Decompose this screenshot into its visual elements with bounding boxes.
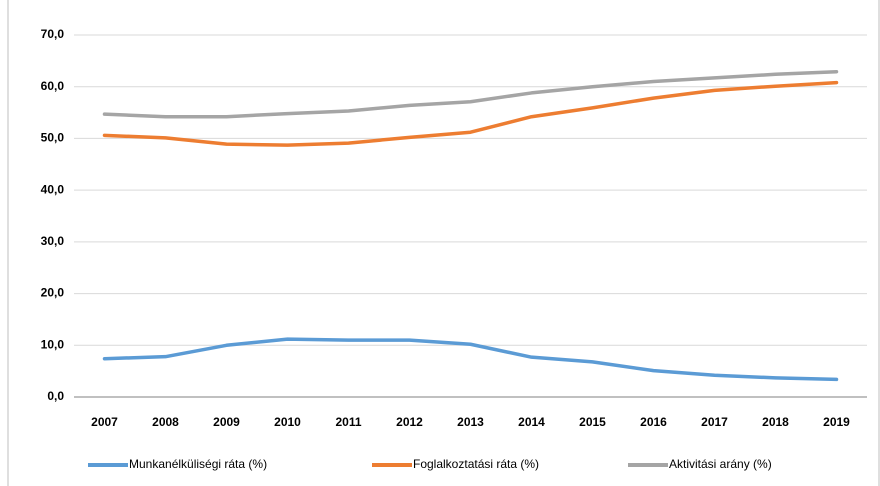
- x-tick-label: 2009: [213, 415, 240, 429]
- x-tick-label: 2012: [396, 415, 423, 429]
- x-tick-label: 2016: [640, 415, 667, 429]
- x-tick-label: 2018: [762, 415, 789, 429]
- y-tick-label: 30,0: [41, 234, 65, 248]
- legend-label: Aktivitási arány (%): [669, 457, 772, 471]
- x-tick-label: 2011: [335, 415, 361, 429]
- x-tick-label: 2014: [518, 415, 545, 429]
- legend-label: Foglalkoztatási ráta (%): [413, 457, 539, 471]
- y-tick-label: 10,0: [41, 337, 65, 351]
- x-tick-label: 2008: [152, 415, 179, 429]
- y-tick-label: 20,0: [41, 286, 65, 300]
- x-tick-label: 2010: [274, 415, 301, 429]
- y-tick-label: 0,0: [47, 389, 64, 403]
- legend-label: Munkanélküliségi ráta (%): [129, 457, 267, 471]
- series-line: [102, 80, 839, 147]
- chart-border: [7, 0, 880, 486]
- y-tick-label: 60,0: [41, 79, 65, 93]
- y-tick-label: 50,0: [41, 131, 65, 145]
- series-line: [102, 337, 839, 382]
- series-line: [102, 69, 839, 119]
- x-tick-label: 2013: [457, 415, 484, 429]
- x-tick-label: 2007: [91, 415, 118, 429]
- x-tick-label: 2019: [823, 415, 850, 429]
- x-tick-label: 2017: [701, 415, 728, 429]
- y-tick-label: 40,0: [41, 182, 65, 196]
- x-tick-label: 2015: [579, 415, 606, 429]
- y-tick-label: 70,0: [41, 27, 65, 41]
